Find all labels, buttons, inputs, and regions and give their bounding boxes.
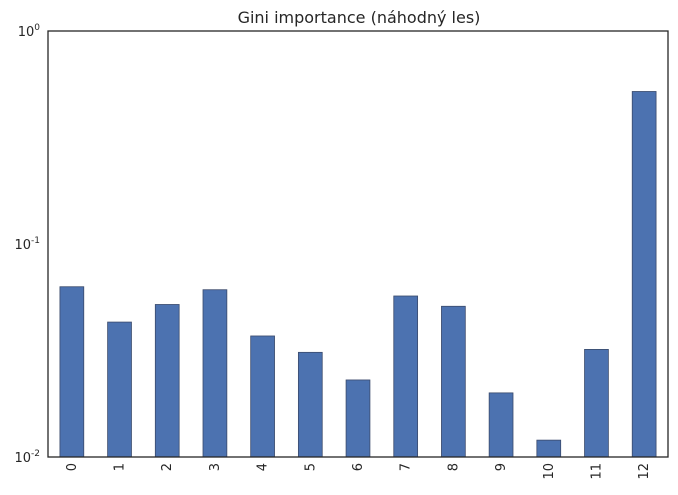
x-tick-label-4: 4 <box>256 463 271 471</box>
bar-4 <box>250 335 275 458</box>
bar-5 <box>297 351 323 458</box>
bar-0 <box>59 286 85 458</box>
x-tick-label-5: 5 <box>303 463 318 471</box>
x-tick-label-12: 12 <box>637 463 652 480</box>
bar-11 <box>584 349 609 458</box>
x-tick-label-9: 9 <box>494 463 509 471</box>
bar-2 <box>154 304 180 458</box>
plot-frame <box>47 30 669 458</box>
bar-12 <box>631 91 657 458</box>
x-tick-label-8: 8 <box>446 463 461 471</box>
x-tick-label-1: 1 <box>113 463 128 471</box>
x-tick-label-11: 11 <box>589 463 604 480</box>
y-tick-label--2: 10-2 <box>14 449 40 466</box>
x-tick-label-10: 10 <box>542 463 557 480</box>
bar-6 <box>345 379 371 458</box>
bar-group <box>59 91 657 458</box>
bar-9 <box>488 392 514 458</box>
bar-10 <box>536 439 562 458</box>
x-axis: 0 1 2 3 4 5 6 7 8 9 10 11 12 <box>65 463 652 480</box>
bar-7 <box>393 295 419 458</box>
y-tick-label--1: 10-1 <box>14 236 40 253</box>
x-tick-label-2: 2 <box>160 463 175 471</box>
bar-1 <box>107 321 132 458</box>
bar-8 <box>441 305 466 458</box>
chart-title: Gini importance (náhodný les) <box>238 8 481 27</box>
x-tick-label-7: 7 <box>399 463 414 471</box>
x-tick-label-6: 6 <box>351 463 366 471</box>
x-tick-label-0: 0 <box>65 463 80 471</box>
y-axis: 10-2 10-1 100 <box>14 23 40 466</box>
y-tick-label-0: 100 <box>18 23 41 40</box>
bar-3 <box>202 289 228 458</box>
x-tick-label-3: 3 <box>208 463 223 471</box>
